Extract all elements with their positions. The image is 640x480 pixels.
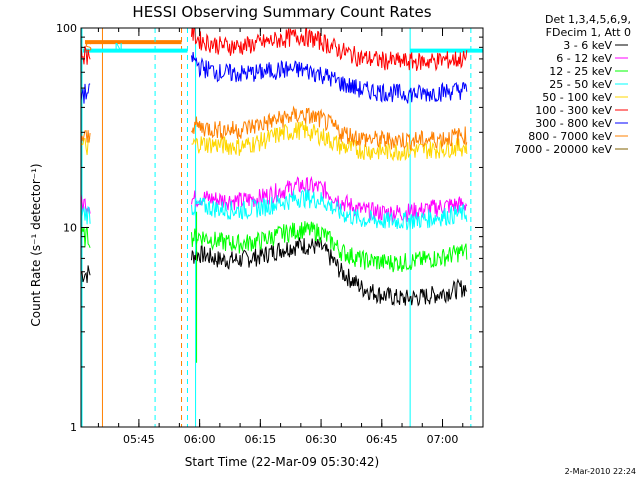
series-line: [191, 105, 468, 151]
legend-entry: 3 - 6 keV: [563, 39, 612, 52]
flag-label: N: [115, 41, 123, 54]
series-line: [81, 205, 91, 225]
series-line: [191, 221, 468, 273]
y-tick-label: 1: [70, 421, 77, 434]
legend-entry: 25 - 50 keV: [549, 78, 612, 91]
legend-header: Det 1,3,4,5,6,9,: [545, 13, 631, 26]
x-tick-label: 06:15: [244, 433, 276, 446]
series-line: [191, 236, 468, 307]
series-line: [191, 188, 468, 231]
x-axis: 05:45 06:00 06:15 06:30 06:45 07:00: [97, 28, 484, 446]
x-axis-label: Start Time (22-Mar-09 05:30:42): [185, 455, 379, 469]
x-tick-label: 05:45: [123, 433, 155, 446]
x-tick-label: 06:45: [366, 433, 398, 446]
x-tick-label: 06:30: [305, 433, 337, 446]
series-line: [191, 175, 468, 224]
series-line: [191, 52, 468, 104]
x-tick-label: 06:00: [184, 433, 216, 446]
series-line: [81, 194, 91, 215]
series-line: [191, 28, 468, 72]
chart-title: HESSI Observing Summary Count Rates: [132, 3, 431, 21]
legend-entry: 800 - 7000 keV: [528, 130, 612, 143]
series-line: [81, 265, 91, 283]
timestamp: 2-Mar-2010 22:24: [565, 467, 636, 476]
series-line: [81, 45, 91, 65]
series-line: [81, 130, 91, 144]
flag-label: S: [85, 41, 92, 54]
series-line: [81, 226, 91, 248]
y-tick-label: 10: [63, 222, 77, 235]
y-axis: 1 10 100: [56, 22, 483, 434]
legend-entry: 100 - 300 keV: [535, 104, 612, 117]
legend-entry: 300 - 800 keV: [535, 117, 612, 130]
y-axis-label: Count Rate (s⁻¹ detector⁻¹): [29, 163, 43, 326]
legend-entry: 12 - 25 keV: [549, 65, 612, 78]
x-tick-label: 07:00: [427, 433, 459, 446]
series-line: [81, 83, 91, 104]
legend-header: FDecim 1, Att 0: [546, 26, 631, 39]
legend-entry: 6 - 12 keV: [556, 52, 612, 65]
legend: Det 1,3,4,5,6,9,FDecim 1, Att 03 - 6 keV…: [514, 13, 631, 156]
y-tick-label: 100: [56, 22, 77, 35]
legend-entry: 50 - 100 keV: [542, 91, 612, 104]
legend-entry: 7000 - 20000 keV: [514, 143, 612, 156]
